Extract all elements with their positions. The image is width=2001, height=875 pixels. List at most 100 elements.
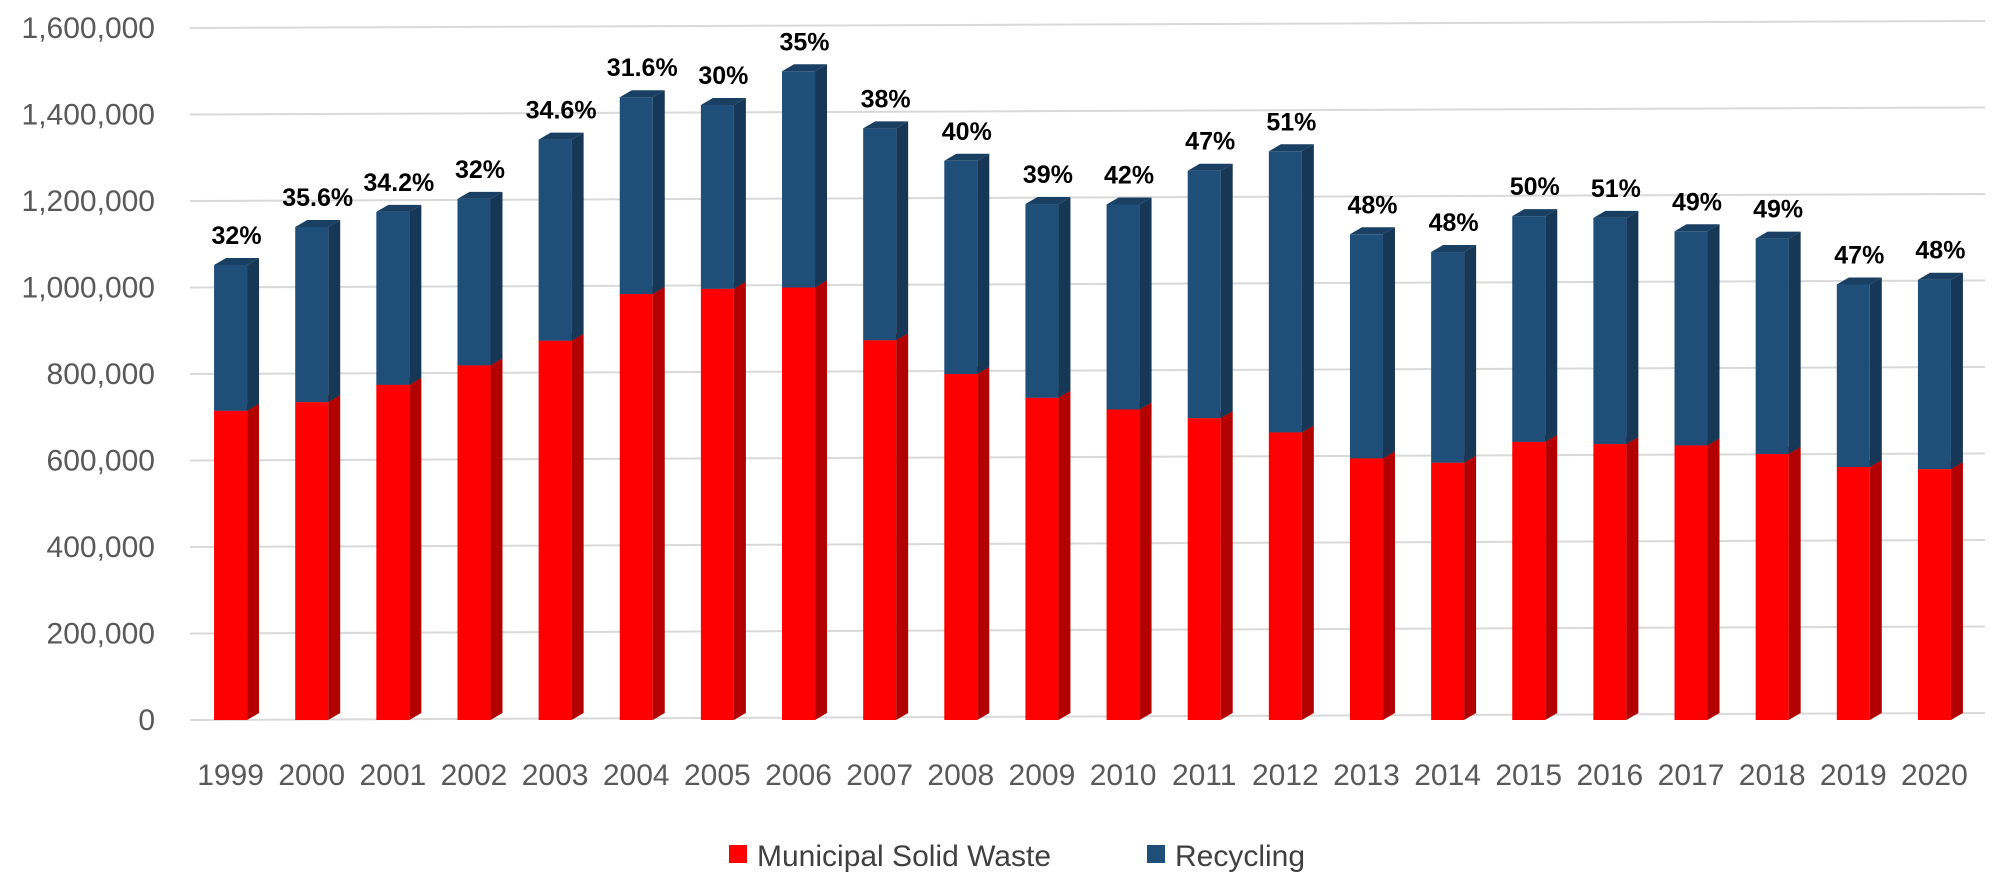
percentage-label: 50% (1510, 173, 1560, 201)
y-tick-label: 0 (138, 704, 155, 737)
bar-municipal-solid-waste-2008 (944, 367, 990, 720)
percentage-label: 51% (1266, 108, 1316, 136)
bar-municipal-solid-waste-2020 (1917, 462, 1963, 720)
y-tick-label: 200,000 (47, 618, 155, 651)
x-tick-label: 1999 (197, 759, 264, 792)
gridline (189, 20, 1986, 29)
x-tick-label: 2018 (1739, 759, 1806, 792)
percentage-label: 35.6% (282, 184, 353, 212)
x-tick-label: 2001 (359, 759, 426, 792)
bar-municipal-solid-waste-2006 (782, 280, 828, 720)
percentage-label: 38% (861, 85, 911, 113)
bar-recycling-2010 (1106, 197, 1152, 410)
percentage-label: 48% (1915, 237, 1965, 265)
percentage-label: 42% (1104, 161, 1154, 189)
bar-municipal-solid-waste-1999 (214, 403, 260, 720)
y-tick-label: 800,000 (47, 358, 155, 391)
x-tick-label: 2016 (1577, 759, 1644, 792)
bar-recycling-2002 (457, 191, 503, 366)
bar-recycling-2014 (1431, 245, 1477, 463)
bar-municipal-solid-waste-2016 (1593, 437, 1639, 720)
bar-municipal-solid-waste-2002 (457, 358, 503, 720)
y-tick-label: 1,600,000 (22, 12, 155, 45)
percentage-label: 34.6% (526, 97, 597, 125)
bar-municipal-solid-waste-2015 (1512, 434, 1558, 720)
bar-municipal-solid-waste-2013 (1349, 451, 1395, 720)
y-tick-label: 600,000 (47, 445, 155, 478)
x-tick-label: 2007 (846, 759, 913, 792)
x-tick-label: 2020 (1901, 759, 1968, 792)
x-tick-label: 2008 (927, 759, 994, 792)
x-tick-label: 2017 (1658, 759, 1725, 792)
bar-recycling-1999 (214, 258, 260, 411)
legend: Municipal Solid Waste Recycling (729, 840, 1305, 873)
bar-municipal-solid-waste-2017 (1674, 438, 1720, 720)
legend-swatch-municipal-solid-waste (729, 845, 747, 863)
bar-recycling-2006 (782, 64, 828, 288)
bar-recycling-2011 (1187, 163, 1233, 419)
bar-municipal-solid-waste-2000 (295, 395, 341, 720)
x-tick-label: 2019 (1820, 759, 1887, 792)
x-tick-label: 2013 (1333, 759, 1400, 792)
x-tick-label: 2010 (1090, 759, 1157, 792)
bar-recycling-2003 (538, 132, 584, 341)
percentage-label: 35% (779, 28, 829, 56)
percentage-label: 48% (1347, 191, 1397, 219)
x-tick-label: 2011 (1172, 759, 1237, 792)
x-tick-label: 2014 (1414, 759, 1481, 792)
bar-municipal-solid-waste-2014 (1431, 455, 1477, 720)
x-tick-label: 2000 (278, 759, 345, 792)
percentage-label: 47% (1185, 128, 1235, 156)
y-tick-label: 1,000,000 (22, 272, 155, 305)
legend-label-recycling: Recycling (1175, 840, 1305, 873)
y-tick-label: 1,200,000 (22, 185, 155, 218)
percentage-label: 34.2% (363, 169, 434, 197)
bar-municipal-solid-waste-2001 (376, 377, 422, 720)
bar-municipal-solid-waste-2005 (700, 281, 746, 720)
x-tick-label: 2009 (1009, 759, 1076, 792)
percentage-label: 32% (455, 156, 505, 184)
percentage-label: 51% (1591, 175, 1641, 203)
bars (214, 64, 1963, 720)
bar-recycling-2012 (1268, 144, 1314, 433)
percentage-labels: 32% 35.6% 34.2% 32% 34.6% 31.6% 30% 35% 38% 40% 39… (212, 28, 1966, 269)
bar-municipal-solid-waste-2007 (863, 333, 909, 720)
bar-recycling-2008 (944, 153, 990, 374)
bar-recycling-2018 (1755, 231, 1801, 455)
bar-municipal-solid-waste-2019 (1836, 459, 1882, 720)
percentage-label: 30% (698, 62, 748, 90)
y-tick-label: 1,400,000 (22, 99, 155, 132)
percentage-label: 39% (1023, 161, 1073, 189)
x-tick-label: 2002 (441, 759, 508, 792)
legend-swatch-recycling (1147, 845, 1165, 863)
x-tick-label: 2015 (1495, 759, 1562, 792)
x-tick-label: 2012 (1252, 759, 1319, 792)
bar-municipal-solid-waste-2003 (538, 333, 584, 720)
bar-recycling-2009 (1025, 197, 1071, 398)
x-tick-label: 2005 (684, 759, 751, 792)
bar-recycling-2017 (1674, 224, 1720, 446)
percentage-label: 32% (212, 222, 262, 250)
bar-municipal-solid-waste-2018 (1755, 447, 1801, 720)
x-tick-label: 2003 (522, 759, 589, 792)
percentage-label: 49% (1753, 196, 1803, 224)
bar-recycling-2016 (1593, 210, 1639, 445)
legend-label-municipal-solid-waste: Municipal Solid Waste (757, 840, 1051, 873)
y-tick-label: 400,000 (47, 531, 155, 564)
x-axis-ticks: 1999 2000 2001 2002 2003 2004 2005 2006 2007 2008… (197, 759, 1968, 792)
percentage-label: 40% (942, 118, 992, 146)
bar-recycling-2004 (619, 90, 665, 294)
bar-recycling-2020 (1917, 272, 1963, 470)
percentage-label: 31.6% (607, 54, 678, 82)
bar-municipal-solid-waste-2011 (1187, 411, 1233, 720)
x-tick-label: 2004 (603, 759, 670, 792)
y-axis-ticks: 0 200,000 400,000 600,000 800,000 1,000,000 1,… (22, 12, 155, 737)
bar-recycling-2013 (1349, 227, 1395, 459)
bar-municipal-solid-waste-2009 (1025, 390, 1071, 720)
bar-municipal-solid-waste-2010 (1106, 402, 1152, 720)
bar-recycling-2005 (700, 97, 746, 289)
percentage-label: 48% (1429, 209, 1479, 237)
x-tick-label: 2006 (765, 759, 832, 792)
percentage-label: 47% (1834, 241, 1884, 269)
